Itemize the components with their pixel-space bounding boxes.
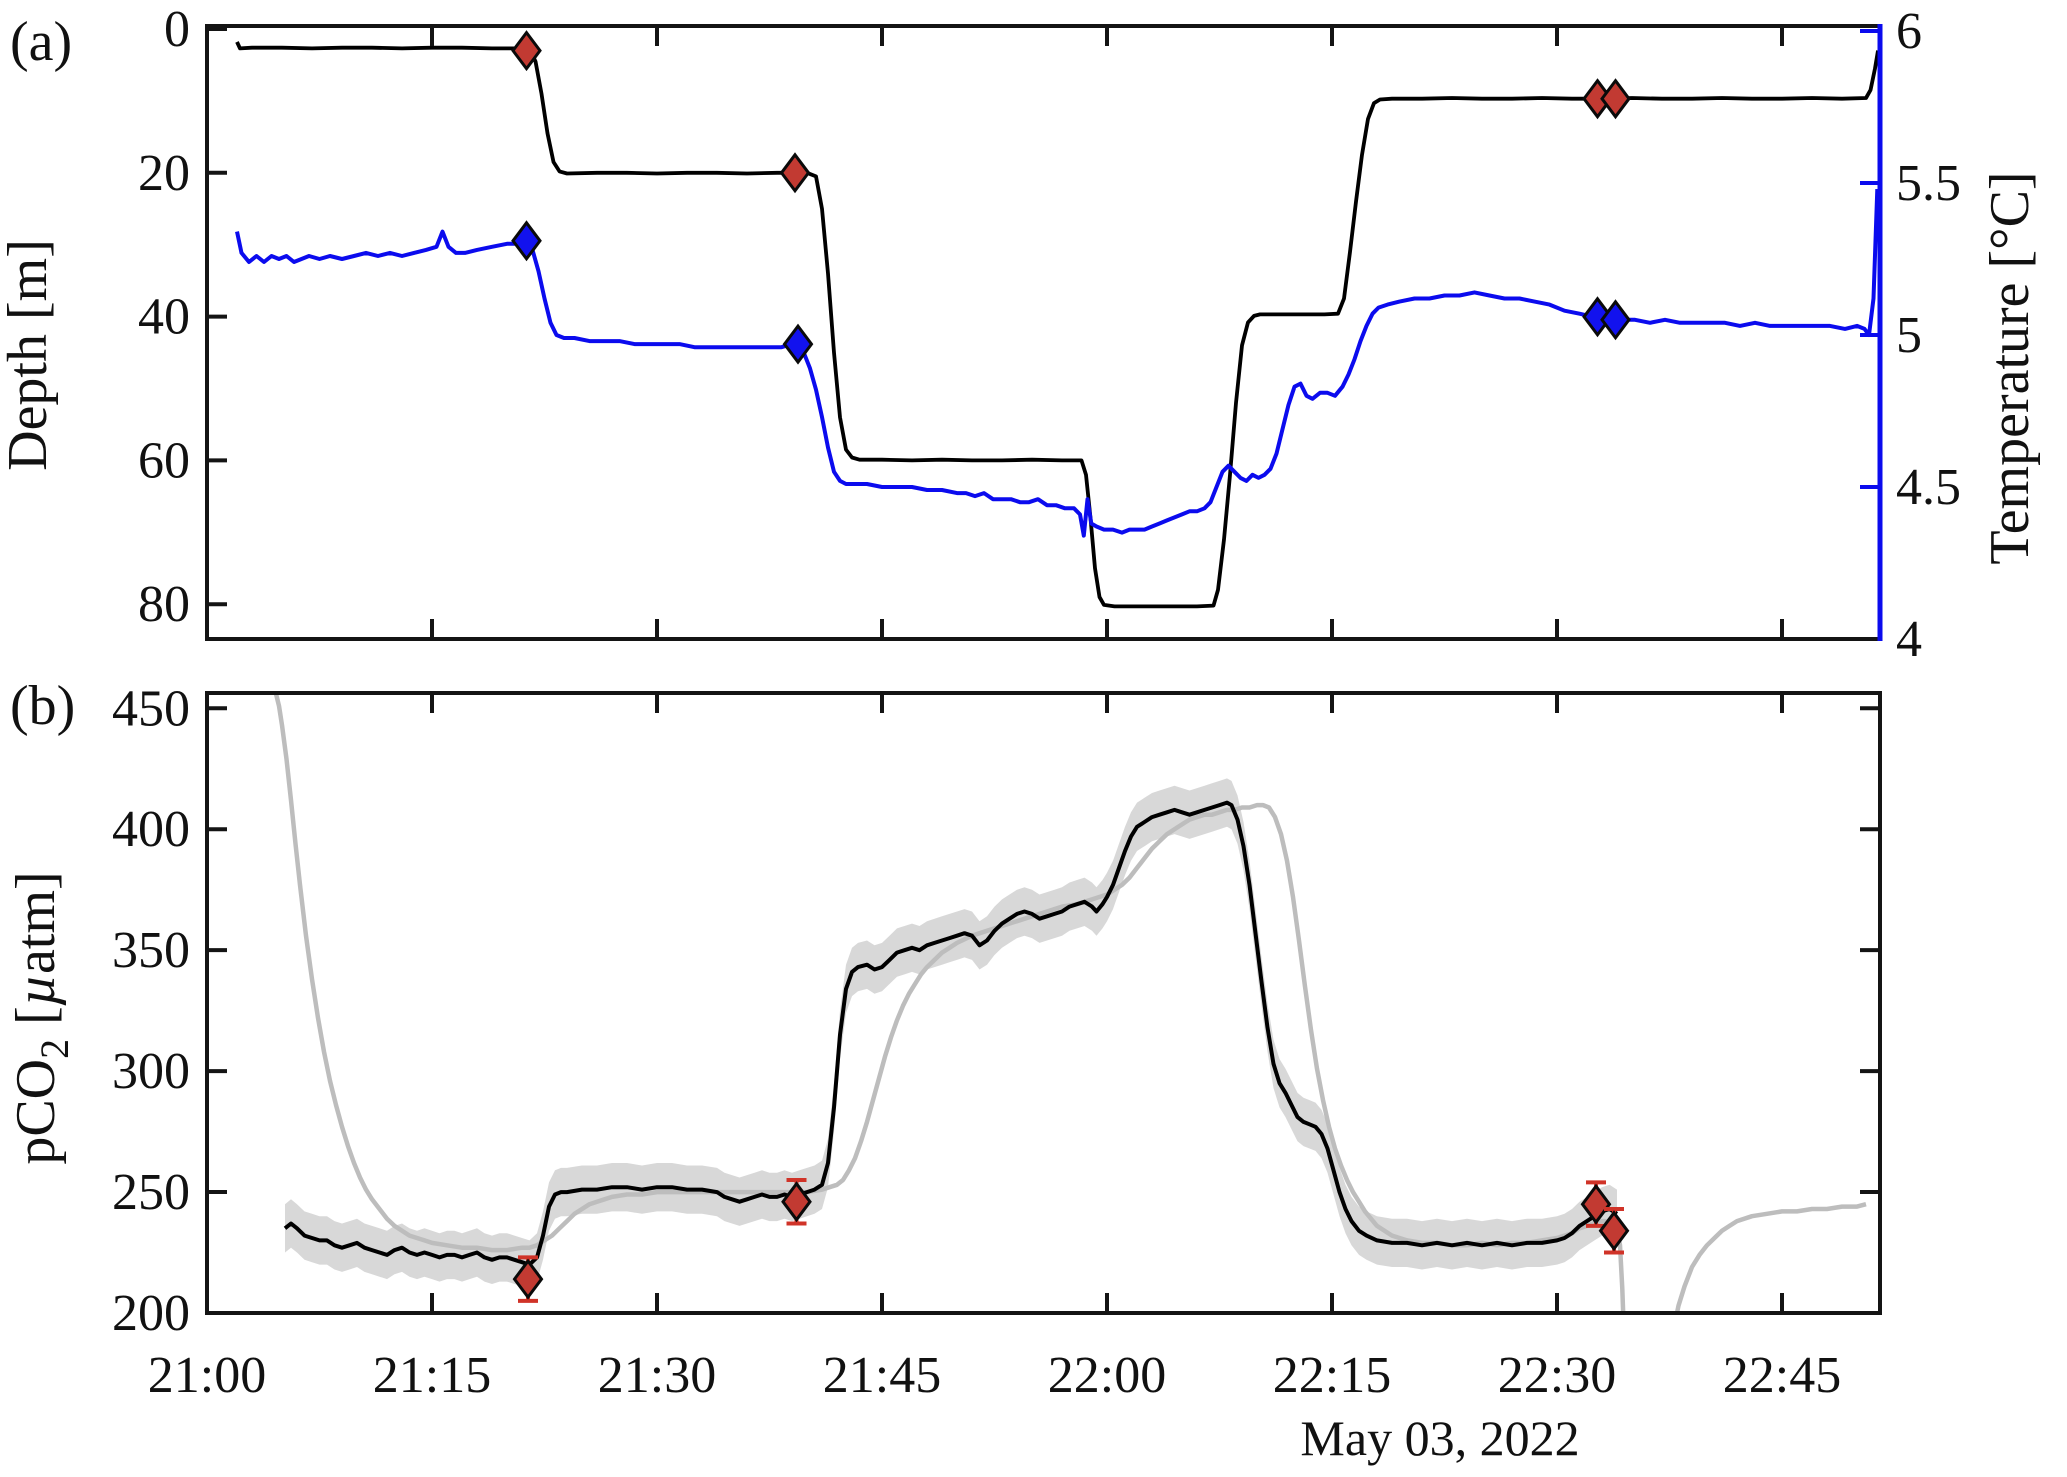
panel-b-plot-area <box>273 693 1867 1313</box>
x-tick-label: 22:30 <box>1498 1347 1616 1404</box>
temperature-tick-label: 4 <box>1896 611 1922 668</box>
x-tick-label: 21:00 <box>148 1347 266 1404</box>
sample-marker-depth <box>1600 78 1631 120</box>
pco2-tick-label: 350 <box>112 922 190 979</box>
pco2-tick-label: 300 <box>112 1043 190 1100</box>
panel-b-frame <box>205 691 1882 1315</box>
x-tick-label: 22:15 <box>1273 1347 1391 1404</box>
temperature-tick-label: 6 <box>1896 3 1922 60</box>
axis-ticks <box>205 26 1880 1315</box>
pco2-axis-label: pCO2 [µatm] <box>5 871 77 1164</box>
axis-tick-labels: 21:00 21:15 21:30 21:45 22:00 22:15 22:30 22:45… <box>112 1 1961 1404</box>
depth-tick-label: 40 <box>138 289 190 346</box>
depth-tick-label: 20 <box>138 145 190 202</box>
panel-b-letter: (b) <box>10 675 75 737</box>
pco2-label-bracket: [ <box>5 1006 67 1039</box>
pco2-corrected-line <box>283 800 1619 1267</box>
depth-tick-label: 60 <box>138 432 190 489</box>
sample-marker-pco2 <box>1598 1210 1630 1252</box>
temperature-axis-label: Temperature [°C] <box>1979 171 2041 564</box>
depth-line <box>235 41 1880 609</box>
sample-marker-pco2 <box>512 1258 544 1300</box>
panel-a-sample-markers <box>511 30 1631 365</box>
pco2-tick-label: 400 <box>112 801 190 858</box>
pco2-tick-label: 450 <box>112 680 190 737</box>
pco2-raw-line <box>273 693 1867 1313</box>
date-label: May 03, 2022 <box>1300 1410 1579 1466</box>
sample-marker-pco2 <box>1580 1183 1612 1225</box>
sample-marker-temperature <box>1600 299 1631 341</box>
x-tick-label: 22:00 <box>1048 1347 1166 1404</box>
pco2-label-mu: µ <box>5 974 67 1006</box>
panel-a-plot-area <box>235 41 1880 609</box>
depth-axis-label: Depth [m] <box>0 239 59 471</box>
temperature-tick-label: 5.5 <box>1896 155 1961 212</box>
sample-marker-temperature <box>782 323 814 365</box>
temperature-tick-label: 5 <box>1896 307 1922 364</box>
temperature-tick-label: 4.5 <box>1896 459 1961 516</box>
depth-tick-label: 0 <box>164 1 190 58</box>
depth-tick-label: 80 <box>138 576 190 633</box>
sample-marker-temperature <box>511 220 542 262</box>
sample-marker-temperature <box>1582 296 1613 338</box>
x-tick-label: 21:15 <box>373 1347 491 1404</box>
sample-marker-pco2 <box>781 1181 812 1223</box>
temperature-line <box>235 189 1880 538</box>
x-tick-label: 22:45 <box>1723 1347 1841 1404</box>
sample-marker-depth <box>511 30 542 72</box>
pco2-uncertainty-band <box>285 778 1617 1289</box>
x-tick-label: 21:45 <box>823 1347 941 1404</box>
pco2-tick-label: 250 <box>112 1164 190 1221</box>
sample-marker-depth <box>779 152 811 194</box>
pco2-label-unit: atm] <box>5 871 67 974</box>
x-tick-label: 21:30 <box>598 1347 716 1404</box>
pco2-label-subscript: 2 <box>32 1039 77 1059</box>
panel-a-frame <box>205 24 1882 641</box>
pco2-label-prefix: pCO <box>5 1059 67 1165</box>
pco2-tick-label: 200 <box>112 1285 190 1342</box>
panel-a-letter: (a) <box>10 11 72 73</box>
panel-b-sample-markers <box>512 1177 1630 1303</box>
